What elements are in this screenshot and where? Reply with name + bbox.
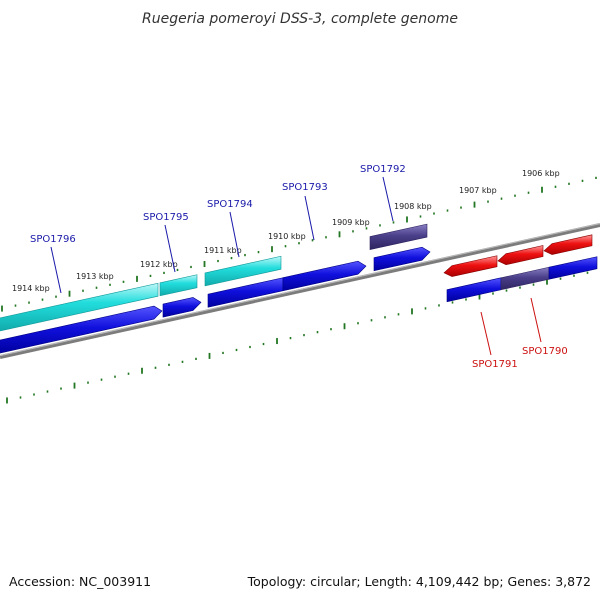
gene-label-spo1790[interactable]: SPO1790 [522, 346, 568, 357]
label-leader-line [480, 311, 492, 356]
kbp-tick-label: 1911 kbp [204, 246, 242, 255]
gene-arrow-spo1791 [443, 255, 498, 277]
cds-arrow-spo1796 [0, 305, 163, 354]
cds-arrow-spo1795 [162, 297, 202, 318]
kbp-tick-label: 1908 kbp [394, 202, 432, 211]
label-leader-line [382, 176, 394, 222]
gene-block-spo1794 [204, 255, 282, 287]
genome-backbone [0, 223, 600, 359]
genome-backbone-highlight [0, 223, 600, 357]
kbp-tick-label: 1913 kbp [76, 272, 114, 281]
scale-ticks: 1914 kbp 1913 kbp 1912 kbp 1911 kbp 1910 kbp… [1, 169, 597, 404]
label-leader-line [530, 297, 542, 343]
kbp-tick-label: 1909 kbp [332, 218, 370, 227]
gene-label-spo1796[interactable]: SPO1796 [30, 234, 76, 245]
map-title: Ruegeria pomeroyi DSS-3, complete genome [142, 11, 458, 27]
kbp-tick-label: 1907 kbp [459, 186, 497, 195]
lower-tick-track [6, 271, 589, 404]
gene-block-spo1796 [0, 282, 159, 332]
gene-label-spo1791[interactable]: SPO1791 [472, 359, 518, 370]
label-leader-line [164, 224, 176, 273]
cds-arrow-spo1793 [282, 260, 367, 292]
cds-block-spo1790 [500, 266, 550, 291]
genome-stats-text: Topology: circular; Length: 4,109,442 bp… [247, 574, 591, 589]
cds-block-spo1791 [446, 277, 502, 303]
kbp-tick-label: 1912 kbp [140, 260, 178, 269]
kbp-tick-label: 1914 kbp [12, 284, 50, 293]
label-leader-line [50, 246, 62, 294]
gene-block-spo1795 [159, 274, 198, 297]
gene-arrow-reverse [543, 234, 593, 255]
gene-label-spo1792[interactable]: SPO1792 [360, 164, 406, 175]
upper-tick-track [1, 176, 597, 312]
cds-block-reverse [548, 256, 598, 280]
gene-features [0, 223, 598, 354]
gene-labels: SPO1796 SPO1795 SPO1794 SPO1793 SPO1792 SPO17… [30, 164, 568, 370]
kbp-tick-label: 1910 kbp [268, 232, 306, 241]
accession-text: Accession: NC_003911 [9, 574, 151, 589]
label-leader-line [304, 195, 315, 241]
gene-arrow-spo1790 [497, 245, 544, 266]
gene-block-spo1792 [369, 223, 428, 250]
kbp-tick-label: 1906 kbp [522, 169, 560, 178]
cds-arrow-spo1792 [373, 246, 431, 272]
gene-label-spo1795[interactable]: SPO1795 [143, 212, 189, 223]
label-leader-line [229, 211, 240, 258]
gene-label-spo1794[interactable]: SPO1794 [207, 199, 253, 210]
gene-label-spo1793[interactable]: SPO1793 [282, 182, 328, 193]
